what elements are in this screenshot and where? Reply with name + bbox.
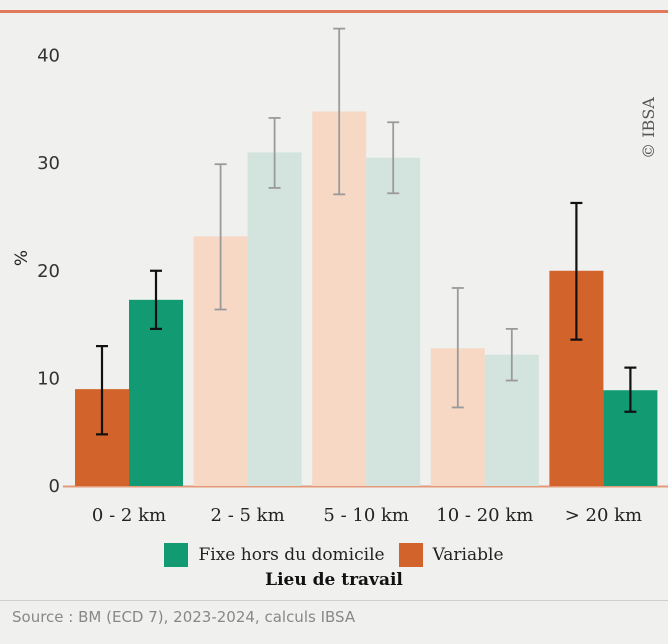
legend-item-variable: Variable: [398, 543, 504, 567]
x-tick-label: 2 - 5 km: [211, 505, 285, 526]
y-axis-label: %: [12, 250, 32, 266]
bar-chart: % © IBSA 0 10 20 30 40 0 - 2 km 2 - 5 km 5 - 1…: [12, 27, 668, 526]
y-tick-label: 30: [37, 153, 60, 174]
source-divider: [0, 600, 668, 601]
x-tick-label: 0 - 2 km: [92, 505, 166, 526]
x-axis: 0 - 2 km 2 - 5 km 5 - 10 km 10 - 20 km > 20 …: [92, 505, 642, 526]
bar-fixe: [366, 157, 421, 486]
y-tick-label: 40: [37, 46, 60, 67]
y-tick-label: 10: [37, 368, 60, 389]
x-tick-label: 5 - 10 km: [323, 505, 409, 526]
x-tick-label: > 20 km: [565, 505, 642, 526]
legend-swatch-fixe: [164, 543, 189, 567]
source-note: Source : BM (ECD 7), 2023-2024, calculs …: [12, 608, 356, 626]
legend: Fixe hors du domicile Variable: [0, 540, 668, 570]
bars-group: [75, 111, 658, 486]
legend-item-fixe: Fixe hors du domicile: [164, 543, 385, 567]
legend-label-fixe: Fixe hors du domicile: [198, 545, 385, 565]
error-bars-group: [96, 27, 637, 436]
legend-label-variable: Variable: [432, 545, 504, 565]
top-accent-line: [0, 10, 668, 13]
y-tick-label: 20: [37, 261, 60, 282]
bar-fixe: [247, 152, 302, 486]
x-tick-label: 10 - 20 km: [436, 505, 533, 526]
y-tick-label: 0: [49, 476, 60, 497]
copyright-text: © IBSA: [639, 97, 658, 159]
bar-fixe: [129, 299, 183, 486]
legend-title: Lieu de travail: [265, 570, 403, 590]
legend-swatch-variable: [398, 543, 423, 567]
y-axis: 0 10 20 30 40: [37, 46, 668, 497]
